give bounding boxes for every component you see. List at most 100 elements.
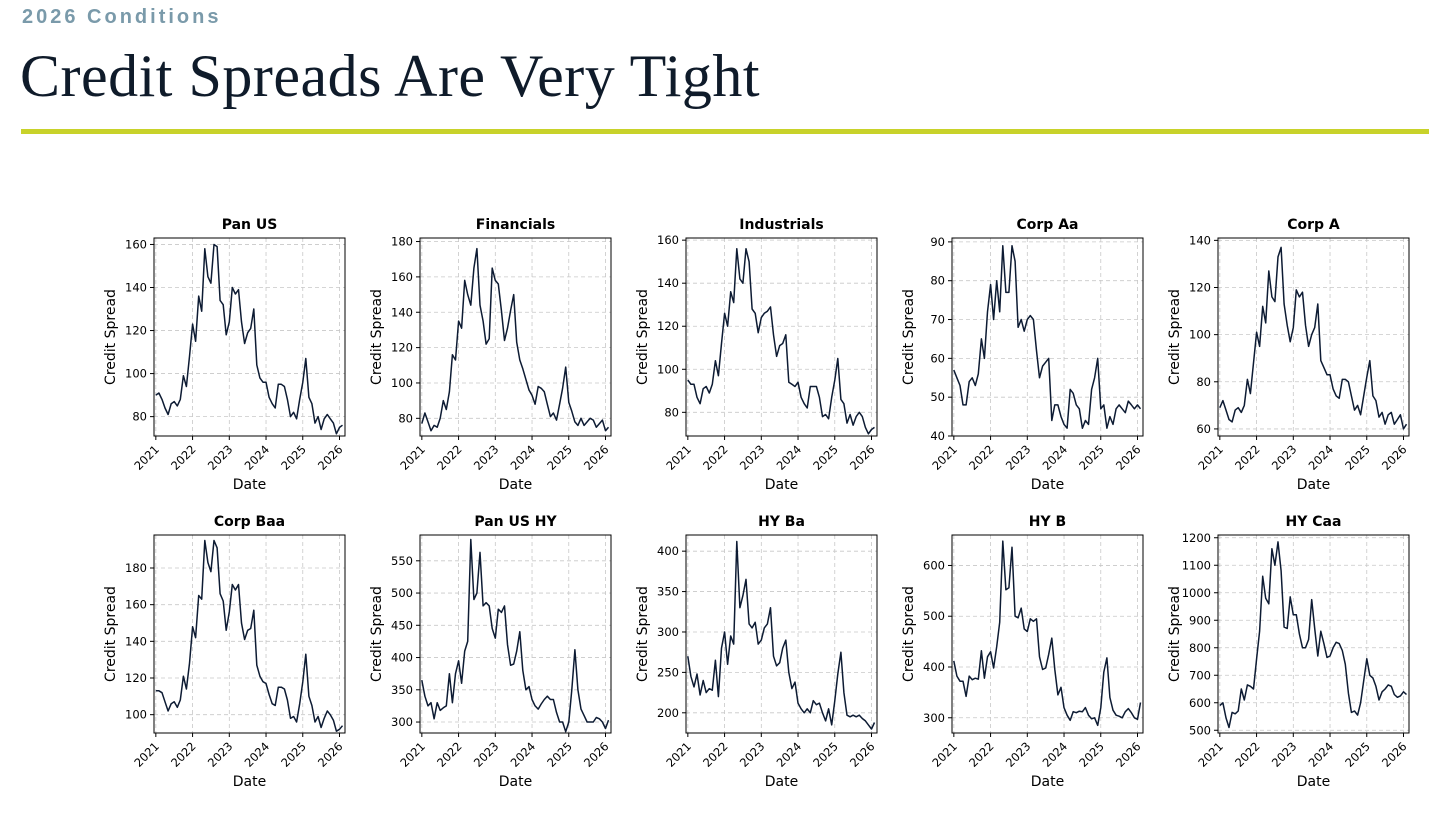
y-tick-label: 70 [930, 313, 945, 327]
y-tick-label: 60 [930, 351, 945, 365]
x-axis-label: Date [499, 774, 532, 790]
y-axis-label: Credit Spread [635, 586, 651, 682]
y-tick-label: 120 [391, 341, 413, 355]
x-tick-label: 2025 [278, 442, 309, 473]
series-line [421, 247, 610, 432]
x-tick-label: 2025 [1076, 739, 1107, 770]
y-tick-label: 350 [657, 585, 679, 599]
x-tick-label: 2023 [471, 442, 502, 473]
x-tick-label: 2026 [1113, 739, 1144, 770]
x-tick-label: 2022 [434, 739, 465, 770]
series-line [1219, 246, 1408, 430]
x-tick-label: 2022 [966, 739, 997, 770]
y-tick-label: 400 [923, 660, 945, 674]
x-tick-label: 2026 [847, 442, 878, 473]
x-tick-label: 2023 [471, 739, 502, 770]
y-tick-label: 40 [930, 429, 945, 443]
y-tick-label: 140 [391, 305, 413, 319]
x-tick-label: 2026 [1113, 442, 1144, 473]
y-tick-label: 80 [664, 405, 679, 419]
y-tick-label: 90 [930, 235, 945, 249]
x-tick-label: 2026 [315, 739, 346, 770]
x-tick-label: 2021 [1195, 442, 1226, 473]
x-tick-label: 2026 [1379, 739, 1410, 770]
y-tick-label: 500 [1189, 723, 1211, 737]
x-axis-label: Date [1031, 774, 1064, 790]
x-tick-label: 2026 [315, 442, 346, 473]
series-line [953, 245, 1142, 429]
x-tick-label: 2023 [1269, 442, 1300, 473]
chart-panel: HY B 300 400 500 600 2021 2022 2023 2024 2025 2026… [901, 514, 1144, 790]
y-tick-label: 700 [1189, 668, 1211, 682]
y-tick-label: 160 [125, 237, 147, 251]
y-tick-label: 140 [657, 276, 679, 290]
x-tick-label: 2022 [700, 442, 731, 473]
x-tick-label: 2026 [1379, 442, 1410, 473]
y-tick-label: 160 [657, 233, 679, 247]
y-tick-label: 180 [391, 235, 413, 249]
x-tick-label: 2021 [397, 739, 428, 770]
title-underline [21, 129, 1429, 134]
x-axis-label: Date [233, 774, 266, 790]
page-title: Credit Spreads Are Very Tight [20, 43, 761, 109]
x-tick-label: 2023 [737, 442, 768, 473]
y-tick-label: 120 [1189, 281, 1211, 295]
y-axis-label: Credit Spread [1167, 289, 1183, 385]
x-tick-label: 2021 [929, 442, 960, 473]
x-axis-label: Date [765, 477, 798, 493]
x-tick-label: 2022 [700, 739, 731, 770]
chart-title: Corp A [1287, 217, 1340, 233]
y-tick-label: 300 [923, 711, 945, 725]
y-tick-label: 100 [657, 362, 679, 376]
x-tick-label: 2023 [205, 739, 236, 770]
y-axis-label: Credit Spread [635, 289, 651, 385]
y-axis-label: Credit Spread [1167, 586, 1183, 682]
x-tick-label: 2024 [242, 739, 273, 770]
y-tick-label: 350 [391, 683, 413, 697]
y-tick-label: 140 [1189, 233, 1211, 247]
x-tick-label: 2022 [168, 739, 199, 770]
x-tick-label: 2024 [508, 442, 539, 473]
chart-title: HY Caa [1286, 514, 1342, 530]
x-axis-label: Date [1297, 477, 1330, 493]
y-tick-label: 120 [125, 324, 147, 338]
x-tick-label: 2024 [242, 442, 273, 473]
series-line [1219, 541, 1408, 729]
y-tick-label: 100 [1189, 328, 1211, 342]
x-axis-label: Date [233, 477, 266, 493]
x-tick-label: 2023 [1003, 442, 1034, 473]
chart-panel: Corp Aa 40 50 60 70 80 90 2021 2022 2023 2024 2025 2… [901, 217, 1144, 493]
y-axis-label: Credit Spread [103, 586, 119, 682]
y-tick-label: 900 [1189, 613, 1211, 627]
x-tick-label: 2024 [1040, 739, 1071, 770]
y-tick-label: 600 [923, 558, 945, 572]
x-tick-label: 2023 [737, 739, 768, 770]
x-tick-label: 2026 [581, 739, 612, 770]
x-tick-label: 2022 [434, 442, 465, 473]
series-line [953, 540, 1142, 727]
plot-frame [951, 237, 1144, 437]
x-tick-label: 2022 [966, 442, 997, 473]
x-tick-label: 2021 [929, 739, 960, 770]
y-axis-label: Credit Spread [901, 586, 917, 682]
y-tick-label: 80 [930, 274, 945, 288]
y-tick-label: 80 [132, 410, 147, 424]
plot-frame [419, 534, 612, 734]
y-tick-label: 100 [125, 708, 147, 722]
x-tick-label: 2021 [663, 442, 694, 473]
plot-frame [1217, 237, 1410, 437]
x-axis-label: Date [1297, 774, 1330, 790]
chart-title: HY Ba [758, 514, 805, 530]
plot-frame [153, 534, 346, 734]
x-tick-label: 2024 [774, 739, 805, 770]
x-tick-label: 2025 [1342, 739, 1373, 770]
x-tick-label: 2025 [810, 739, 841, 770]
y-tick-label: 300 [657, 625, 679, 639]
x-tick-label: 2021 [663, 739, 694, 770]
y-tick-label: 500 [391, 586, 413, 600]
y-axis-label: Credit Spread [103, 289, 119, 385]
